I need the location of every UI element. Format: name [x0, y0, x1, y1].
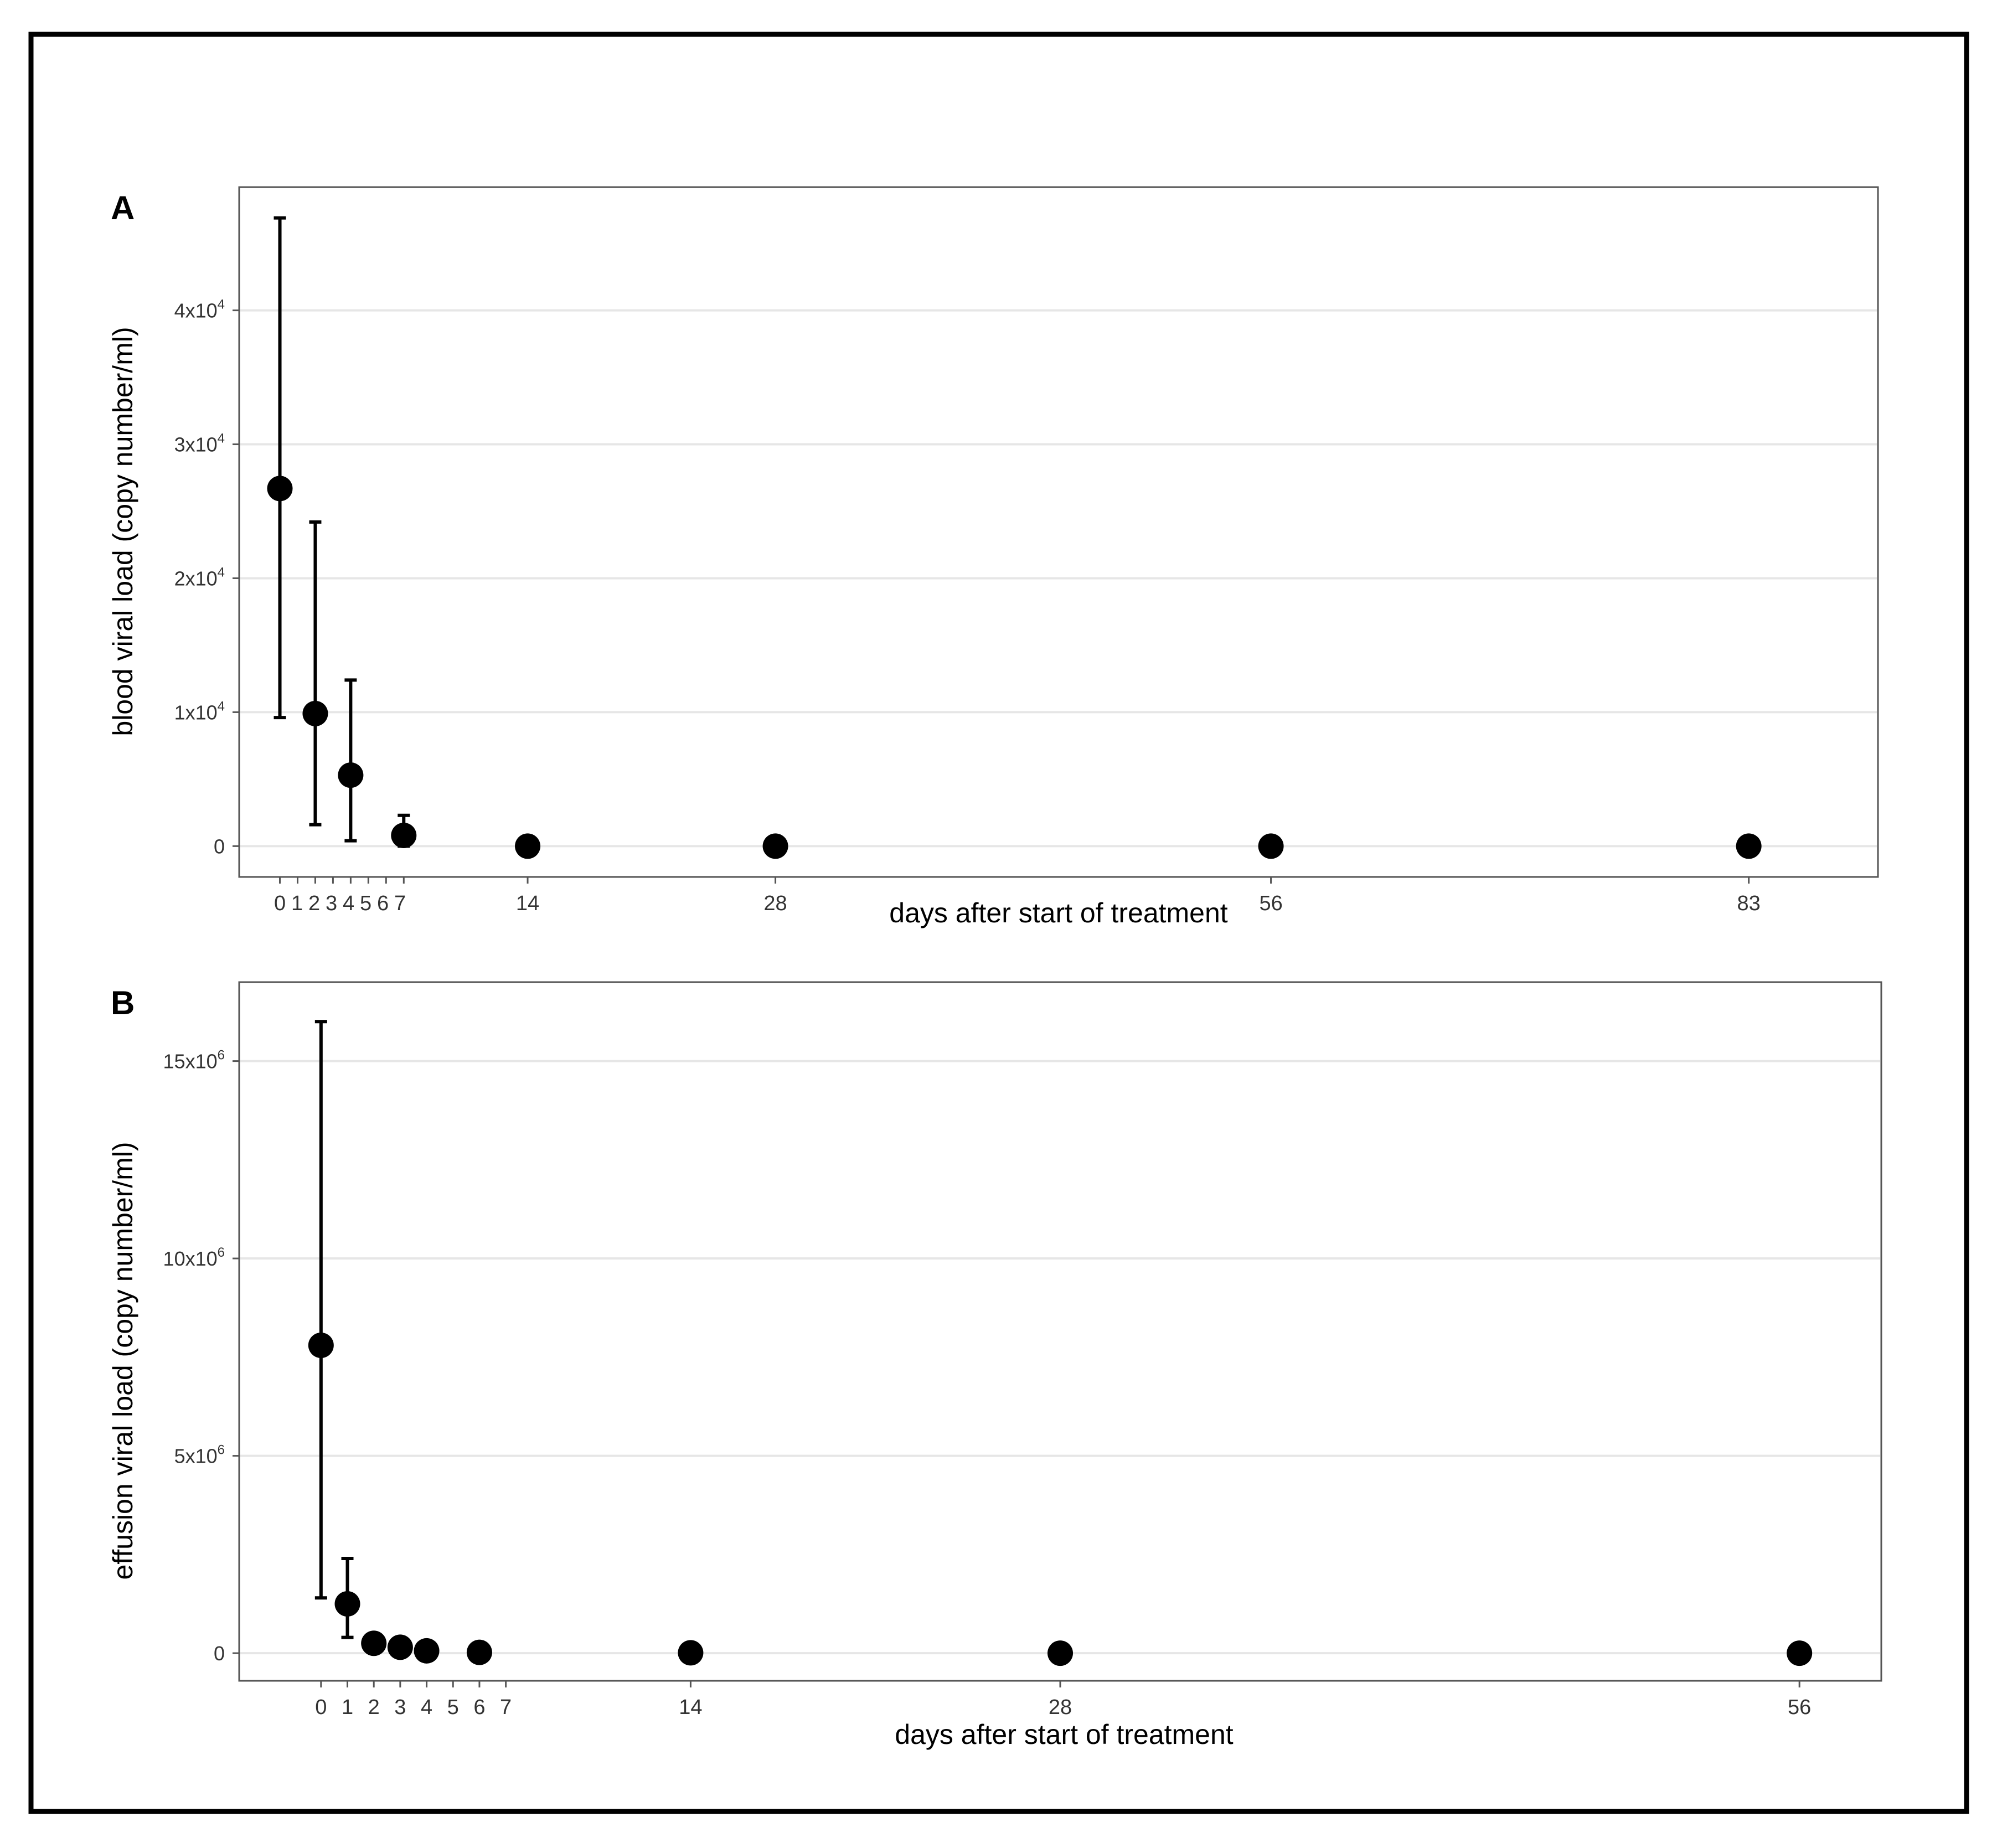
- panel-b-y-tick-label: 0: [214, 1642, 225, 1665]
- panel-a-y-tick-label: 0: [214, 835, 225, 858]
- panel-b-series: [308, 1020, 1813, 1666]
- panel-a-x-tick-label: 3: [326, 892, 337, 915]
- panel-a-data-point: [267, 476, 293, 502]
- panel-a-y-tick-label: 2x104: [174, 565, 225, 590]
- panel-a-y-tick-label: 1x104: [174, 699, 225, 724]
- panel-b-x-axis-title: days after start of treatment: [895, 1719, 1233, 1750]
- panel-a-x-tick-label: 28: [763, 892, 787, 915]
- panel-b-data-point: [1787, 1640, 1813, 1666]
- panel-b-x-tick-label: 3: [394, 1696, 406, 1719]
- panel-a-plot-area: [238, 186, 1879, 878]
- panel-b-x-tick-label: 2: [368, 1696, 380, 1719]
- panel-b-x-tick-label: 7: [500, 1696, 512, 1719]
- panel-b-data-point: [334, 1591, 360, 1617]
- panel-a-y-axis-title: blood viral load (copy number/ml): [107, 327, 138, 736]
- panel-b-x-tick-label: 5: [447, 1696, 459, 1719]
- panel-b-plot-area: [238, 981, 1882, 1682]
- panel-b-data-point: [387, 1634, 413, 1660]
- outer-frame: [28, 32, 1969, 1814]
- panel-a-x-tick-label: 0: [274, 892, 286, 915]
- panel-b-x-tick-label: 6: [473, 1696, 485, 1719]
- panel-a-data-point: [391, 822, 417, 848]
- panel-b-y-tick-label: 5x106: [174, 1443, 225, 1468]
- panel-b-y-tick-label: 10x106: [163, 1245, 225, 1270]
- panel-a-data-point: [338, 762, 364, 788]
- panel-b-y-axis: 0 5x106 10x106 15x106: [163, 1048, 239, 1665]
- panel-b-data-point: [414, 1638, 440, 1664]
- panel-a-data-point: [1736, 833, 1762, 859]
- panel-b-x-tick-label: 56: [1788, 1696, 1811, 1719]
- panel-a-data-point: [762, 833, 788, 859]
- panel-a-x-tick-label: 5: [360, 892, 371, 915]
- panel-a-data-point: [302, 700, 328, 726]
- panel-a-label: A: [111, 189, 135, 226]
- panel-b-data-point: [308, 1332, 334, 1358]
- panel-a-x-tick-label: 6: [377, 892, 389, 915]
- panel-b-data-point: [361, 1630, 387, 1656]
- panel-a-x-tick-label: 1: [291, 892, 303, 915]
- panel-b-x-tick-label: 28: [1049, 1696, 1072, 1719]
- panel-a-x-tick-label: 7: [394, 892, 406, 915]
- panel-a-gridlines: [240, 309, 1877, 848]
- panel-a-x-tick-label: 56: [1259, 892, 1282, 915]
- panel-a-x-tick-label: 4: [343, 892, 354, 915]
- panel-a-x-tick-label: 14: [516, 892, 539, 915]
- panel-b-x-tick-label: 0: [315, 1696, 327, 1719]
- panel-b-y-axis-title: effusion viral load (copy number/ml): [107, 1142, 138, 1579]
- panel-b-label: B: [111, 984, 135, 1021]
- panel-b-y-tick-label: 15x106: [163, 1048, 225, 1073]
- panel-a-y-tick-label: 4x104: [174, 297, 225, 322]
- panel-a-x-tick-label: 2: [308, 892, 320, 915]
- panel-b-x-axis: 0 1 2 3 4 5 6 7 14 28 56: [315, 1681, 1811, 1719]
- panel-b-data-point: [1047, 1640, 1073, 1666]
- panel-b-x-tick-label: 14: [679, 1696, 702, 1719]
- panel-a-x-axis-title: days after start of treatment: [889, 897, 1227, 928]
- panel-b-data-point: [678, 1640, 704, 1666]
- panel-a-data-point: [1258, 833, 1284, 859]
- panel-a-x-tick-label: 83: [1737, 892, 1761, 915]
- panel-a-y-tick-label: 3x104: [174, 431, 225, 456]
- panel-a-x-axis: 0 1 2 3 4 5 6 7 14 28 56 83: [274, 877, 1761, 915]
- panel-b-x-tick-label: 4: [421, 1696, 432, 1719]
- panel-a-data-point: [515, 833, 541, 859]
- panel-b-x-tick-label: 1: [342, 1696, 353, 1719]
- panel-a-y-axis: 0 1x104 2x104 3x104 4x104: [174, 297, 239, 858]
- panel-b-data-point: [466, 1639, 492, 1665]
- panel-a-series: [267, 216, 1762, 859]
